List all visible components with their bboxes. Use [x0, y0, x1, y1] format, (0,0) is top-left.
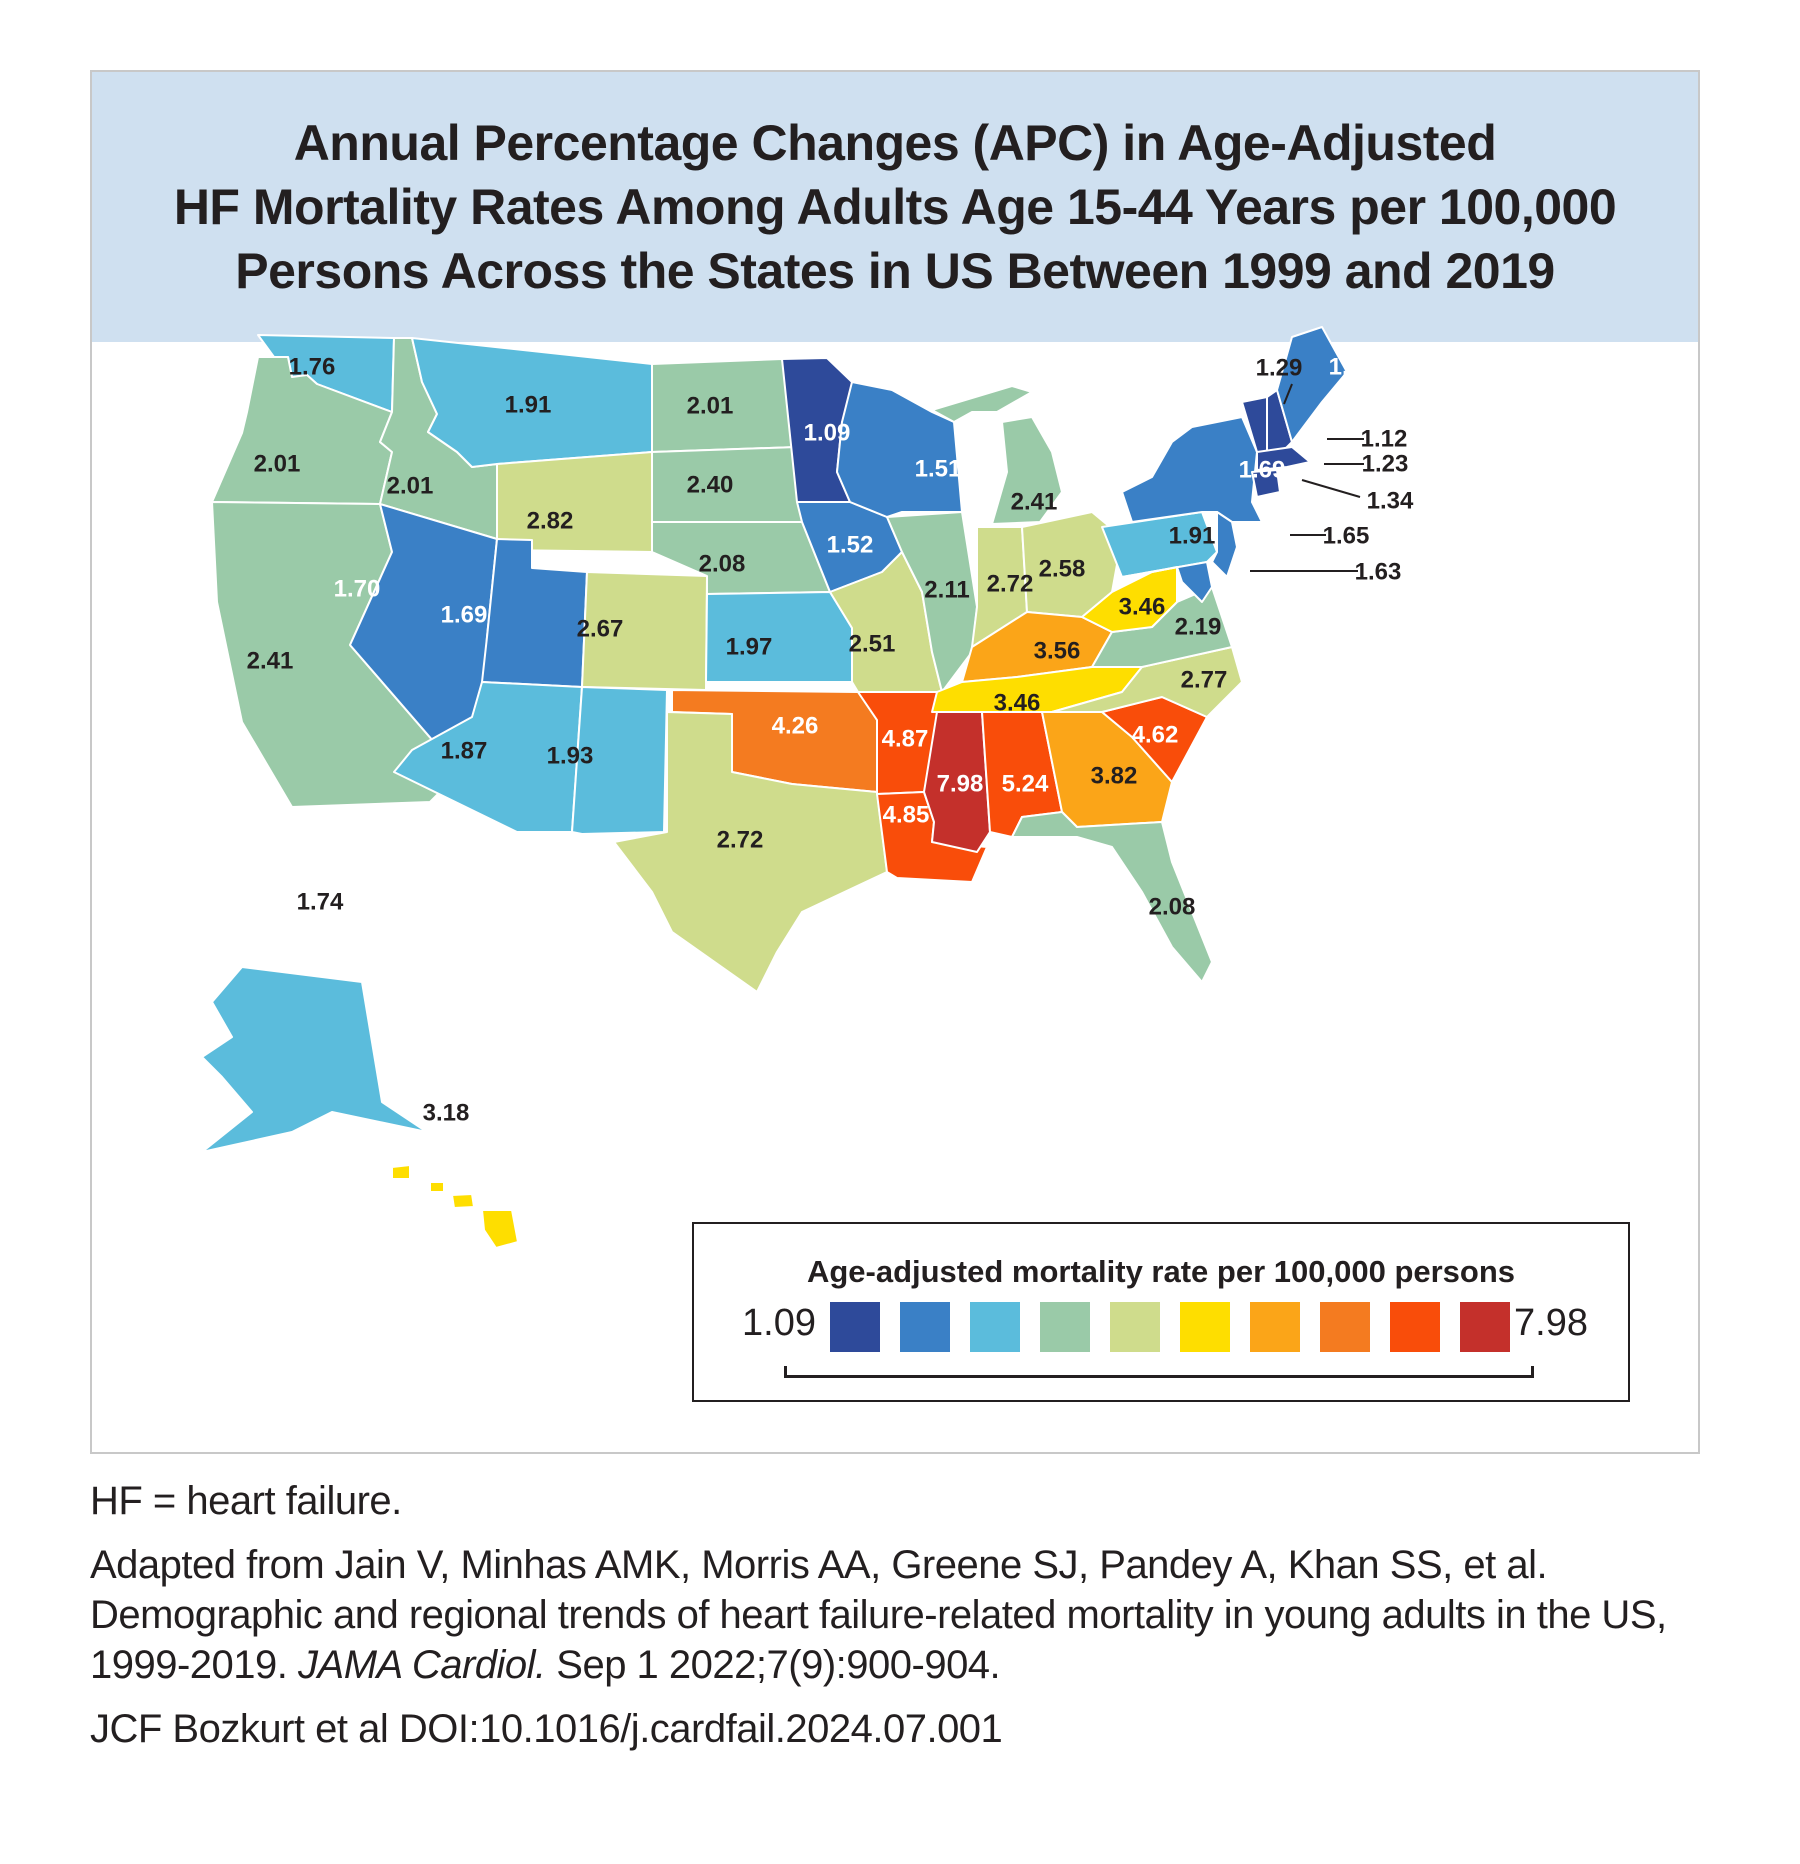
state-ak — [201, 966, 428, 1153]
state-value-ct: 1.34 — [1367, 487, 1414, 514]
state-value-az: 1.87 — [441, 737, 488, 764]
state-value-ut: 1.69 — [441, 601, 488, 628]
state-nj — [1211, 511, 1238, 578]
state-hi — [391, 1164, 519, 1249]
state-value-ok: 4.26 — [772, 712, 819, 739]
us-choropleth-map: 1.76 2.01 2.41 2.01 1.70 1.91 2.82 1.69 1.87 2.67… — [201, 326, 1414, 1249]
state-value-mt: 1.91 — [505, 391, 552, 418]
state-value-ca: 2.41 — [247, 647, 294, 674]
leader-line-vt — [1283, 383, 1293, 405]
state-value-ak: 1.74 — [297, 888, 344, 915]
state-value-or: 2.01 — [254, 450, 301, 477]
state-wy — [496, 451, 653, 553]
state-ma — [1256, 446, 1311, 471]
state-value-ga: 3.82 — [1091, 762, 1138, 789]
state-fl — [1011, 811, 1213, 983]
legend-min-label: 1.09 — [742, 1302, 816, 1344]
legend-swatch-2 — [900, 1302, 950, 1352]
state-value-ks: 1.97 — [726, 633, 773, 660]
citation-journal: JAMA Cardiol. — [298, 1643, 546, 1687]
state-value-mn: 1.09 — [804, 419, 851, 446]
state-mi — [931, 385, 1063, 525]
state-value-nm: 1.93 — [547, 742, 594, 769]
state-value-hi: 3.18 — [423, 1099, 470, 1126]
state-wi — [836, 381, 963, 518]
state-value-sc: 4.62 — [1132, 721, 1179, 748]
citation-text: Adapted from Jain V, Minhas AMK, Morris … — [90, 1543, 1667, 1687]
state-value-pa: 1.91 — [1169, 522, 1216, 549]
legend-title: Age-adjusted mortality rate per 100,000 … — [806, 1254, 1516, 1289]
abbreviation-note: HF = heart failure. — [90, 1479, 402, 1523]
state-value-ny: 1.69 — [1239, 456, 1286, 483]
state-ct — [1251, 469, 1281, 498]
title-line-2: HF Mortality Rates Among Adults Age 15-4… — [173, 179, 1617, 235]
legend-swatch-1 — [830, 1302, 880, 1352]
legend-swatch-4 — [1040, 1302, 1090, 1352]
state-value-ma: 1.23 — [1362, 450, 1409, 477]
state-value-nv: 1.70 — [334, 575, 381, 602]
state-value-ky: 3.56 — [1034, 637, 1081, 664]
state-value-nj: 1.65 — [1323, 522, 1370, 549]
citation-tail: Sep 1 2022;7(9):900-904. — [545, 1643, 1001, 1687]
legend-swatch-6 — [1180, 1302, 1230, 1352]
state-value-al: 5.24 — [1002, 770, 1049, 797]
citation: Adapted from Jain V, Minhas AMK, Morris … — [90, 1540, 1730, 1690]
state-value-wi: 1.51 — [915, 455, 962, 482]
state-value-wv: 3.46 — [1119, 593, 1166, 620]
state-value-ne: 2.08 — [699, 550, 746, 577]
legend-bracket — [784, 1366, 1534, 1378]
state-ny — [1121, 416, 1263, 523]
legend-swatch-10 — [1460, 1302, 1510, 1352]
leader-line-ct — [1301, 479, 1361, 498]
legend-swatch-7 — [1250, 1302, 1300, 1352]
state-value-co: 2.67 — [577, 615, 624, 642]
state-value-nc: 2.77 — [1181, 666, 1228, 693]
state-value-me: 1.61 — [1329, 353, 1376, 380]
states-layer — [201, 326, 1348, 1249]
legend-swatch-5 — [1110, 1302, 1160, 1352]
legend-swatch-9 — [1390, 1302, 1440, 1352]
doi-line: JCF Bozkurt et al DOI:10.1016/j.cardfail… — [90, 1707, 1003, 1751]
state-value-id: 2.01 — [387, 472, 434, 499]
legend: Age-adjusted mortality rate per 100,000 … — [692, 1222, 1630, 1402]
state-value-ia: 1.52 — [827, 531, 874, 558]
state-value-la: 4.85 — [883, 801, 930, 828]
state-tx — [613, 711, 888, 993]
state-value-tn: 3.46 — [994, 689, 1041, 716]
state-value-mi: 2.41 — [1011, 488, 1058, 515]
state-nm — [571, 686, 668, 835]
state-value-nh: 1.12 — [1361, 425, 1408, 452]
title-line-3: Persons Across the States in US Between … — [235, 243, 1555, 299]
state-value-oh: 2.58 — [1039, 555, 1086, 582]
state-labels: 1.76 2.01 2.41 2.01 1.70 1.91 2.82 1.69 1.87 2.67… — [247, 353, 1414, 1126]
state-ut — [481, 538, 588, 688]
legend-swatches — [830, 1302, 1510, 1352]
state-md — [1121, 561, 1213, 603]
state-value-nd: 2.01 — [687, 392, 734, 419]
state-value-wy: 2.82 — [527, 507, 574, 534]
state-nc — [1051, 646, 1243, 718]
legend-max-label: 7.98 — [1514, 1302, 1588, 1344]
state-value-in: 2.72 — [987, 570, 1034, 597]
legend-swatch-3 — [970, 1302, 1020, 1352]
state-value-va: 2.19 — [1175, 613, 1222, 640]
state-value-il: 2.11 — [924, 576, 969, 603]
state-value-md: 1.63 — [1355, 558, 1402, 585]
state-me — [1276, 326, 1348, 443]
title-line-1: Annual Percentage Changes (APC) in Age-A… — [293, 115, 1497, 171]
figure-frame: Annual Percentage Changes (APC) in Age-A… — [90, 70, 1700, 1454]
legend-swatch-8 — [1320, 1302, 1370, 1352]
state-value-vt: 1.29 — [1256, 354, 1303, 381]
state-value-ar: 4.87 — [882, 725, 929, 752]
state-value-tx: 2.72 — [717, 826, 764, 853]
state-value-fl: 2.08 — [1149, 893, 1196, 920]
title-band: Annual Percentage Changes (APC) in Age-A… — [92, 72, 1698, 342]
state-value-wa: 1.76 — [289, 353, 336, 380]
state-value-mo: 2.51 — [849, 630, 896, 657]
state-value-sd: 2.40 — [687, 471, 734, 498]
state-value-ms: 7.98 — [937, 770, 984, 797]
leader-lines — [1250, 383, 1364, 572]
